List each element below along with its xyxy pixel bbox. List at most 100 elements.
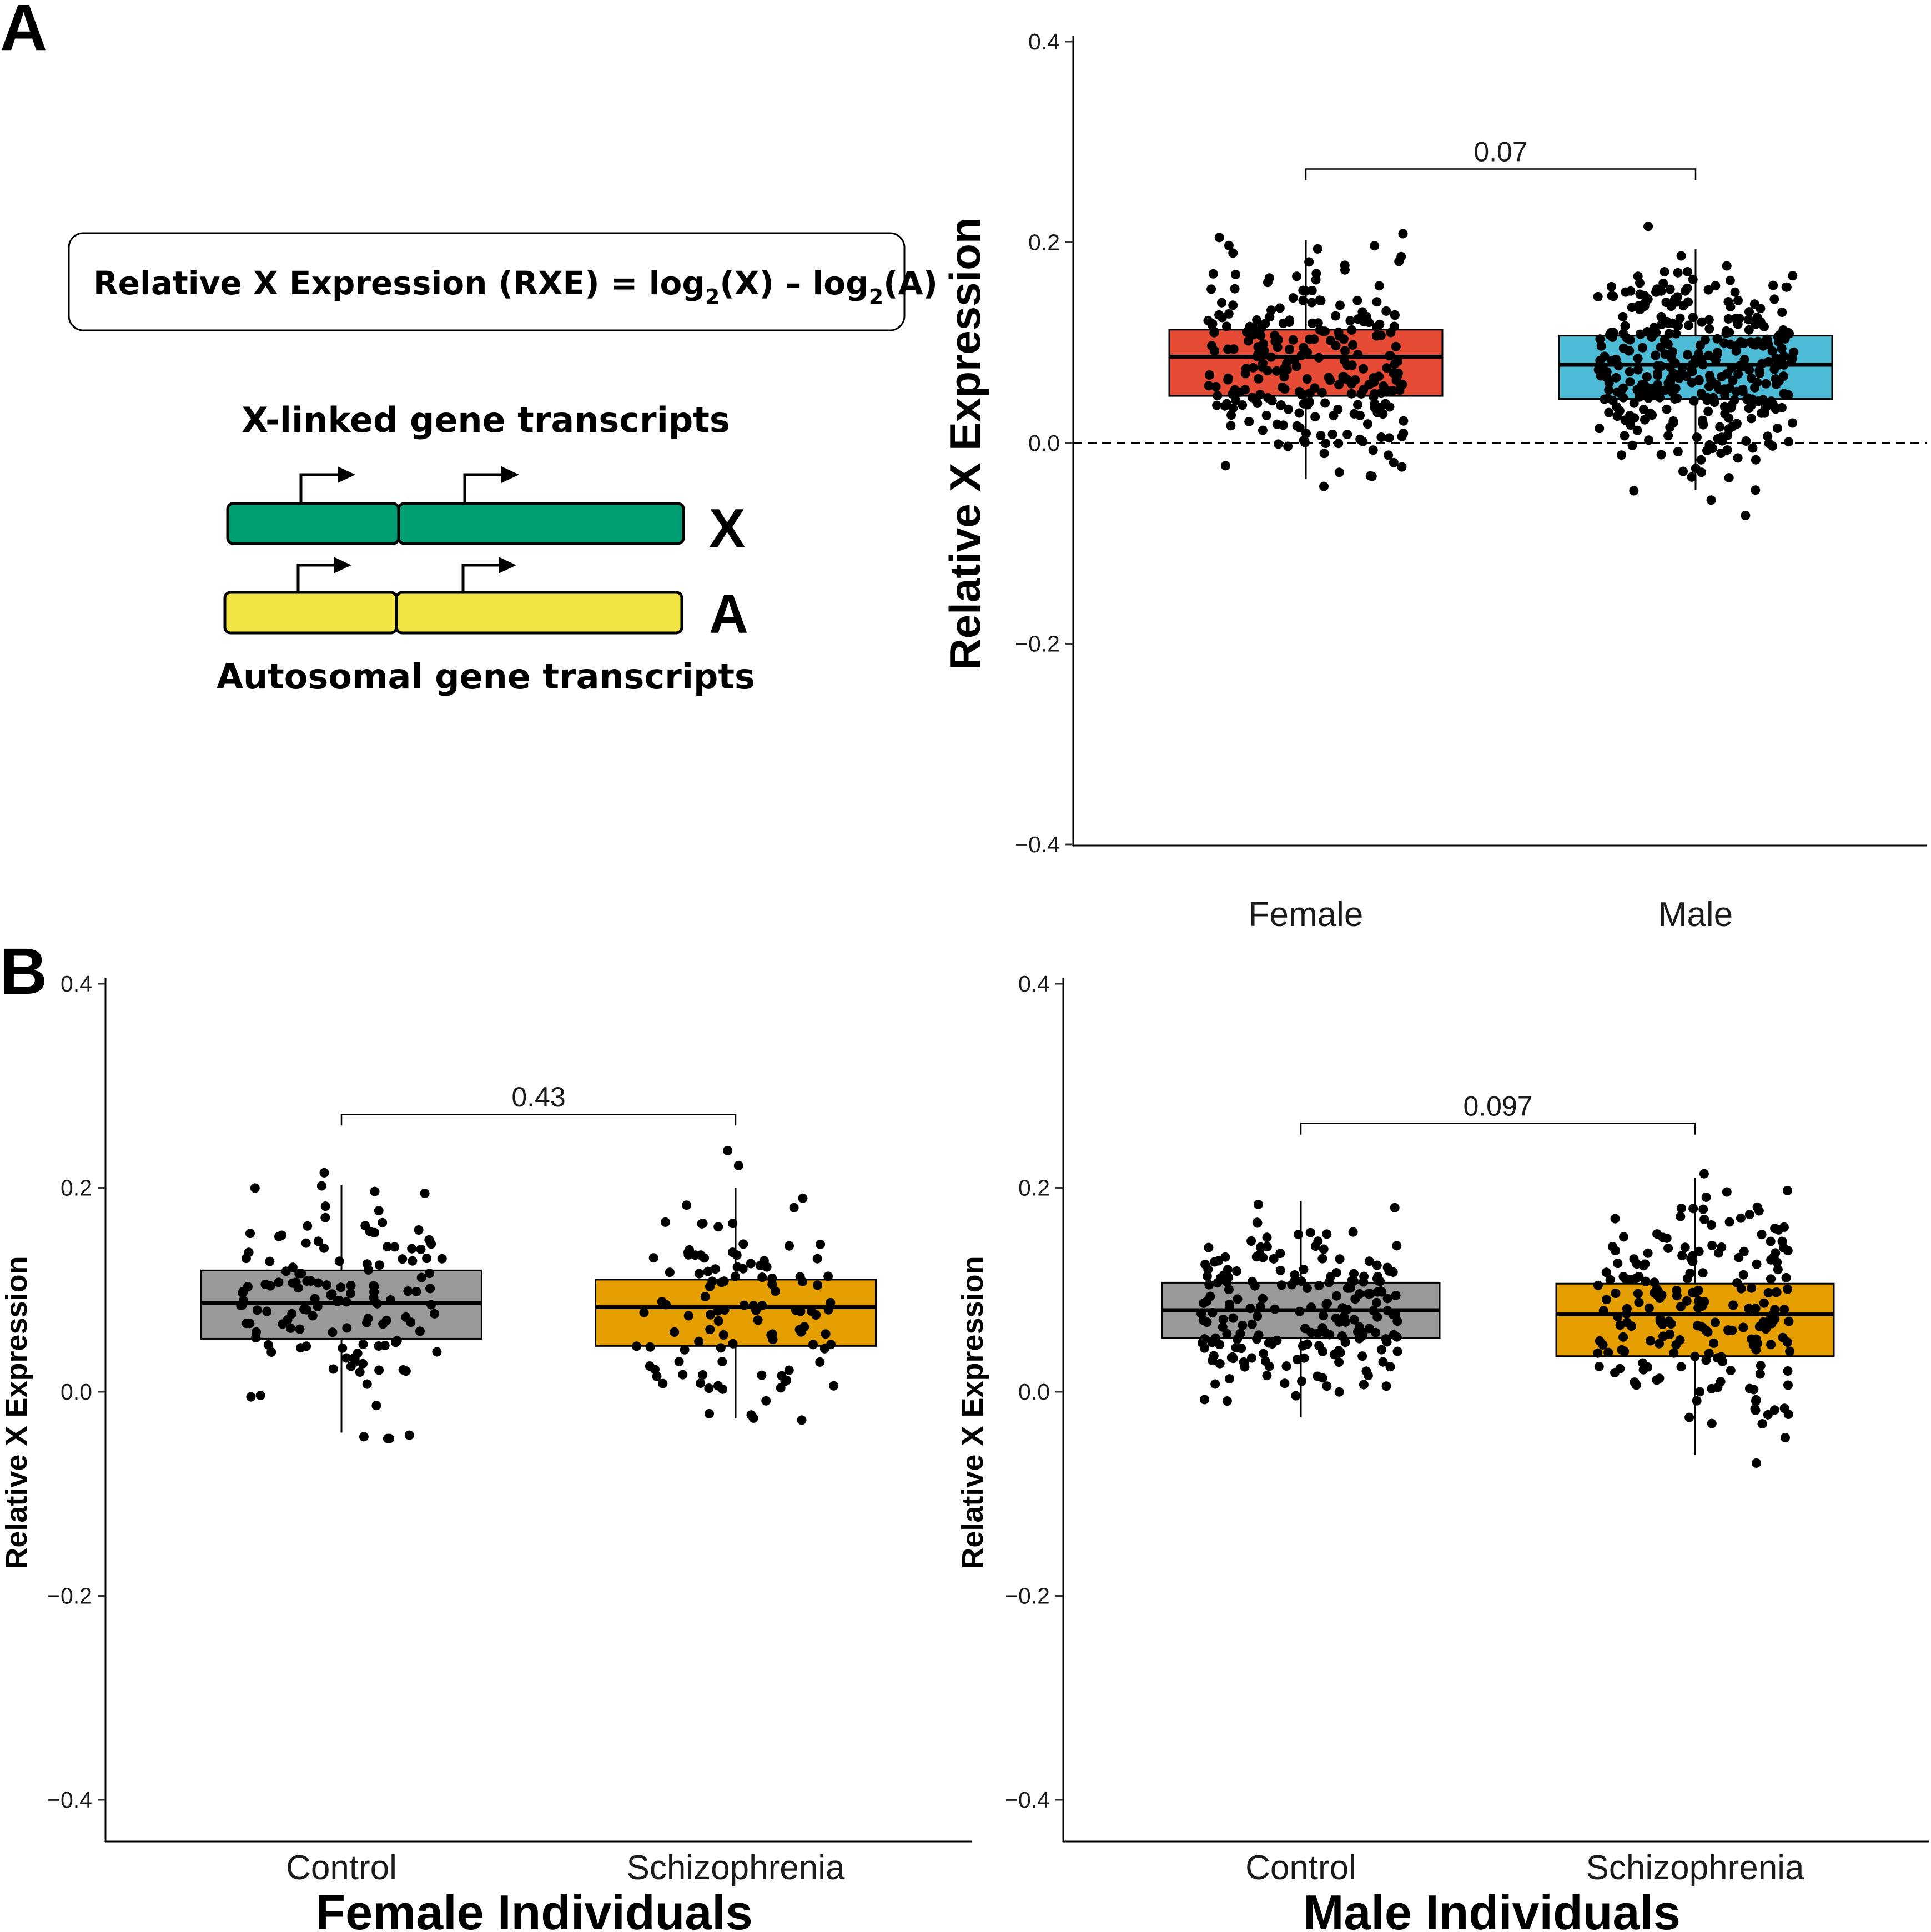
data-point xyxy=(1724,473,1734,483)
data-point xyxy=(1619,1232,1628,1242)
data-point xyxy=(1736,1284,1746,1294)
data-point xyxy=(1608,291,1618,301)
data-point xyxy=(1757,1230,1767,1240)
data-point xyxy=(1629,398,1639,408)
data-point xyxy=(1244,336,1253,346)
data-point xyxy=(1324,373,1334,383)
data-point xyxy=(1226,421,1236,431)
data-point xyxy=(716,1277,726,1287)
data-point xyxy=(1219,1270,1229,1280)
data-point xyxy=(710,1264,720,1274)
data-point xyxy=(1266,352,1276,362)
data-point xyxy=(1744,1383,1754,1393)
data-point xyxy=(1306,1302,1316,1312)
data-point xyxy=(1605,1275,1615,1285)
data-point xyxy=(1672,1286,1682,1295)
data-point xyxy=(1668,416,1678,426)
data-point xyxy=(1397,462,1407,472)
data-point xyxy=(1635,289,1645,299)
data-point xyxy=(380,1341,390,1351)
data-point xyxy=(1656,450,1666,460)
data-point xyxy=(346,1361,356,1371)
data-point xyxy=(238,1286,248,1296)
data-point xyxy=(789,1203,799,1212)
data-point xyxy=(1690,1351,1700,1361)
data-point xyxy=(1279,372,1289,382)
data-point xyxy=(1321,439,1331,449)
data-point xyxy=(420,1189,430,1198)
data-point xyxy=(1608,396,1618,406)
data-point xyxy=(1392,1316,1402,1326)
data-point xyxy=(374,1260,384,1270)
data-point xyxy=(1382,386,1392,396)
data-point xyxy=(1217,298,1226,308)
data-point xyxy=(1723,1326,1733,1336)
data-point xyxy=(430,1309,439,1319)
data-point xyxy=(829,1381,839,1391)
data-point xyxy=(1333,405,1343,414)
data-point xyxy=(1208,1356,1218,1365)
data-point xyxy=(1751,1304,1761,1314)
data-point xyxy=(1689,396,1699,406)
data-point xyxy=(1663,384,1673,394)
data-point xyxy=(1247,1319,1257,1329)
data-point xyxy=(1346,1276,1356,1286)
data-point xyxy=(1220,401,1230,411)
data-point xyxy=(1252,315,1262,325)
data-point xyxy=(1712,334,1722,344)
data-point xyxy=(1389,457,1399,467)
data-point xyxy=(1207,320,1217,330)
data-point xyxy=(1649,323,1659,333)
data-point xyxy=(1720,390,1730,400)
data-point xyxy=(1761,339,1771,348)
data-point xyxy=(1213,391,1223,401)
data-point xyxy=(362,1379,372,1389)
data-point xyxy=(1771,1287,1781,1297)
data-point xyxy=(1331,311,1341,321)
data-point xyxy=(1747,1283,1757,1293)
data-point xyxy=(1726,302,1736,312)
data-point xyxy=(1262,1232,1272,1242)
data-point xyxy=(287,1309,297,1319)
data-point xyxy=(1372,1297,1381,1307)
data-point xyxy=(378,1319,388,1329)
data-point xyxy=(1785,1346,1795,1356)
data-point xyxy=(670,1327,680,1337)
data-point xyxy=(1364,1289,1374,1299)
data-point xyxy=(1713,1382,1723,1392)
data-point xyxy=(424,1235,434,1245)
data-point xyxy=(1752,1259,1762,1269)
data-point xyxy=(1208,1308,1218,1317)
data-point xyxy=(728,1339,738,1349)
data-point xyxy=(652,1371,662,1381)
data-point xyxy=(1288,293,1298,303)
data-point xyxy=(1713,434,1723,444)
data-point xyxy=(1625,335,1635,345)
data-point xyxy=(346,1281,356,1291)
data-point xyxy=(1255,1250,1265,1259)
y-tick-label: 0.4 xyxy=(1018,971,1050,997)
data-point xyxy=(826,1297,836,1307)
data-point xyxy=(1779,360,1789,370)
x-promoter-arrow-2 xyxy=(463,473,504,504)
data-point xyxy=(319,1168,329,1178)
data-point xyxy=(1326,335,1335,345)
data-point xyxy=(683,1247,693,1257)
data-point xyxy=(1653,385,1663,395)
data-point xyxy=(1342,430,1352,439)
data-point xyxy=(1295,423,1305,433)
data-point xyxy=(1299,343,1309,353)
data-point xyxy=(252,1327,261,1337)
data-point xyxy=(1621,287,1631,297)
data-point xyxy=(1244,416,1254,426)
data-point xyxy=(1707,1241,1717,1250)
data-point xyxy=(1392,1241,1402,1251)
data-point xyxy=(1247,1276,1257,1286)
data-point xyxy=(1744,325,1754,335)
data-point xyxy=(346,1289,355,1299)
data-point xyxy=(748,1413,758,1423)
data-point xyxy=(1777,402,1787,412)
data-point xyxy=(1617,450,1626,460)
data-point xyxy=(1262,1371,1272,1381)
data-point xyxy=(1319,481,1329,491)
